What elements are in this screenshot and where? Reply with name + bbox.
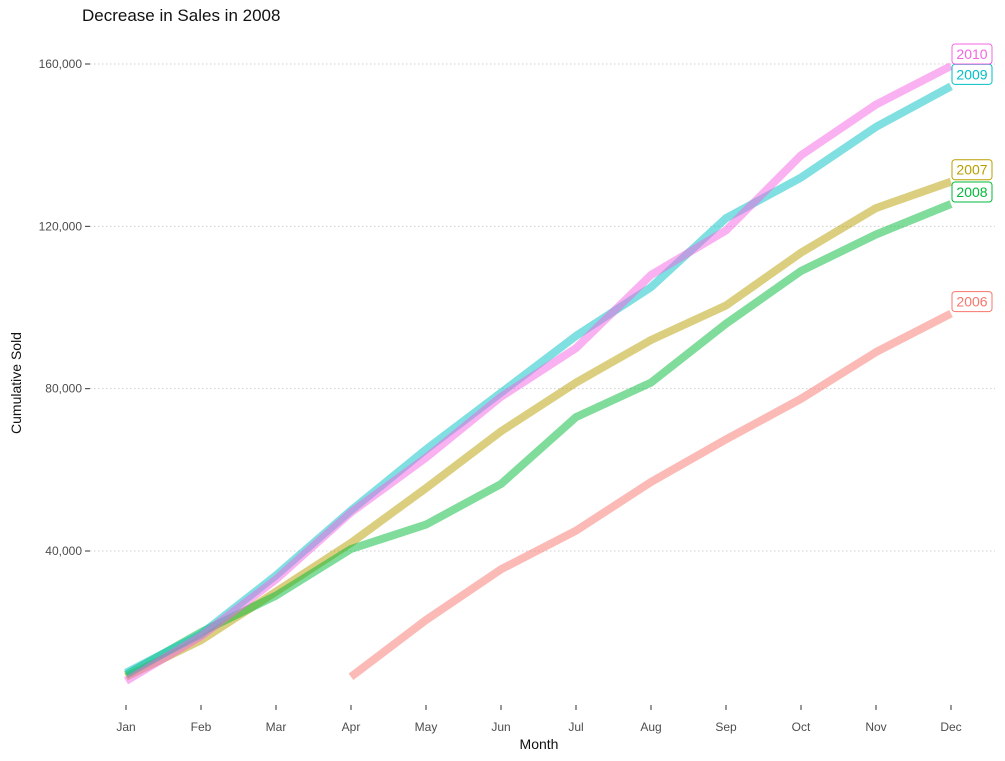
end-label-box [951, 181, 993, 203]
x-tick-label: Aug [640, 720, 661, 734]
series-line-2010 [123, 62, 953, 685]
end-label-2009: 2009 [951, 63, 993, 85]
y-tick-label: 40,000 [45, 544, 82, 558]
x-tick-label: Oct [792, 720, 811, 734]
x-tick-label: Jul [568, 720, 583, 734]
y-tick-label: 120,000 [39, 219, 83, 233]
end-label-text: 2007 [956, 162, 987, 178]
end-label-2006: 2006 [951, 291, 993, 313]
end-label-box [951, 43, 993, 65]
end-label-box [951, 159, 993, 181]
y-tick-label: 80,000 [45, 382, 82, 396]
end-label-2010: 2010 [951, 43, 993, 65]
end-label-text: 2010 [956, 46, 987, 62]
series-line-2008 [124, 200, 953, 679]
y-tick-label: 160,000 [39, 57, 83, 71]
x-tick-label: Jan [116, 720, 135, 734]
end-label-text: 2008 [956, 184, 987, 200]
end-label-box [951, 291, 993, 313]
x-tick-label: Mar [266, 720, 287, 734]
y-axis-ticks: 40,000 80,000 120,000 160,000 [39, 57, 90, 558]
x-axis-ticks: Jan Feb Mar Apr May Jun Jul Aug Sep Oct Nov Dec [116, 705, 962, 734]
x-tick-label: Dec [940, 720, 961, 734]
x-tick-label: Jun [491, 720, 510, 734]
series-end-labels: 2006 2007 2008 2009 2010 [951, 43, 993, 313]
x-tick-label: Sep [715, 720, 737, 734]
x-tick-label: May [415, 720, 438, 734]
x-tick-label: Apr [342, 720, 361, 734]
end-label-text: 2006 [956, 294, 987, 310]
chart-title: Decrease in Sales in 2008 [82, 6, 281, 25]
x-tick-label: Feb [191, 720, 212, 734]
end-label-text: 2009 [956, 66, 987, 82]
x-axis-label: Month [519, 736, 559, 752]
series-lines [123, 62, 953, 685]
x-tick-label: Nov [865, 720, 886, 734]
series-line-2006 [348, 310, 953, 680]
end-label-2007: 2007 [951, 159, 993, 181]
end-label-2008: 2008 [951, 181, 993, 203]
